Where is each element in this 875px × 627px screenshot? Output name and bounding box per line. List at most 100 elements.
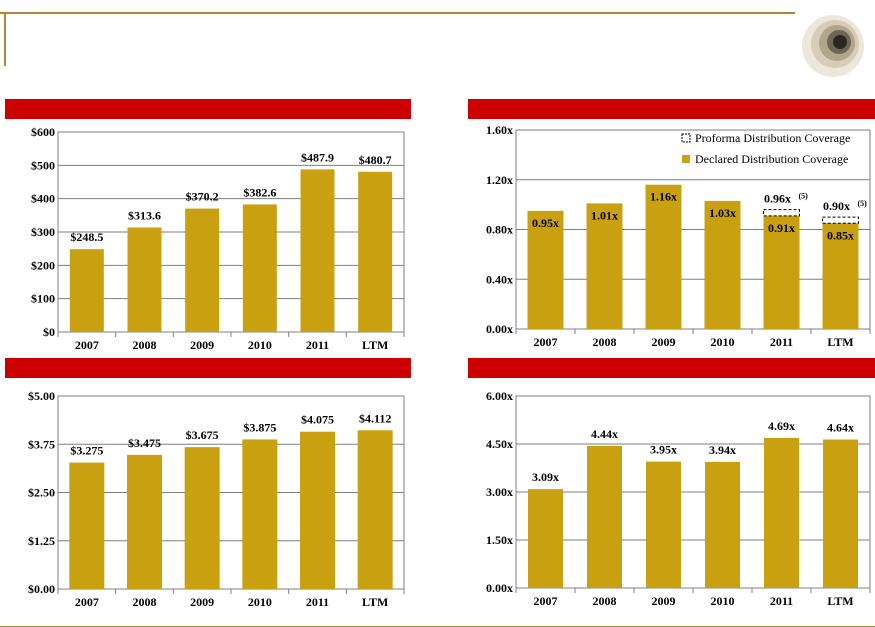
proforma-label: 0.96x (764, 192, 791, 206)
y-tick-label: $300 (31, 225, 55, 239)
banner-top-right (468, 99, 875, 119)
x-tick-label: 2008 (593, 335, 617, 349)
y-tick-label: $100 (31, 292, 55, 306)
x-tick-label: LTM (362, 338, 388, 352)
legend-label: Declared Distribution Coverage (695, 152, 848, 166)
data-label: 3.94x (709, 443, 736, 457)
proforma-label: 0.90x (823, 199, 850, 213)
banner-top-left (5, 99, 411, 119)
x-tick-label: 2008 (133, 338, 157, 352)
y-tick-label: $200 (31, 258, 55, 272)
legend-label: Proforma Distribution Coverage (695, 131, 850, 145)
x-tick-label: 2009 (652, 594, 676, 608)
bar (763, 215, 800, 329)
data-label: $480.7 (359, 153, 392, 167)
bar (528, 489, 563, 588)
x-tick-label: LTM (362, 595, 388, 609)
y-tick-label: 0.80x (486, 223, 513, 237)
bar (69, 462, 105, 589)
chart-top-right: 0.00x 0.40x 0.80x 1.20x 1.60x 2007 0.95x 2008 1.… (486, 123, 871, 349)
bar (69, 249, 104, 332)
data-label: $487.9 (301, 150, 334, 164)
data-label: $3.875 (243, 420, 276, 434)
y-tick-label: 1.60x (486, 123, 513, 137)
x-tick-label: LTM (827, 335, 853, 349)
y-tick-label: $0 (43, 325, 55, 339)
x-tick-label: 2010 (711, 335, 735, 349)
y-tick-label: 1.50x (486, 533, 513, 547)
chart-top-left: $0 $100 $200 $300 $400 $500 $600 2007 $248.5 2008… (31, 125, 405, 352)
data-label: $3.275 (70, 444, 103, 458)
y-tick-label: $400 (31, 192, 55, 206)
proforma-bar (822, 216, 859, 224)
bar (242, 439, 278, 589)
data-label: 1.01x (591, 208, 618, 222)
bar (300, 431, 335, 589)
bar (527, 210, 564, 329)
chart-bottom-right: 0.00x 1.50x 3.00x 4.50x 6.00x 2007 3.09x 2008 4.… (486, 389, 871, 608)
header-rule-left (4, 12, 6, 66)
data-label: 0.95x (532, 216, 559, 230)
y-tick-label: $600 (31, 125, 55, 139)
y-tick-label: $2.50 (28, 486, 55, 500)
y-tick-label: $500 (31, 158, 55, 172)
x-tick-label: 2011 (770, 594, 793, 608)
bar (586, 203, 623, 329)
y-tick-label: $1.25 (28, 534, 55, 548)
y-tick-label: $3.75 (28, 437, 55, 451)
header-rule-top (0, 12, 795, 14)
bar (127, 227, 162, 332)
data-label: 4.44x (591, 427, 618, 441)
y-tick-label: 0.40x (486, 272, 513, 286)
data-label: $4.112 (359, 411, 391, 425)
chart-bottom-left: $0.00 $1.25 $2.50 $3.75 $5.00 2007 $3.275 2008 $… (28, 389, 405, 609)
x-tick-label: 2010 (248, 338, 272, 352)
data-label: $3.475 (128, 436, 161, 450)
data-label: $382.6 (243, 185, 276, 199)
bar (357, 430, 393, 589)
data-label: $4.075 (301, 413, 334, 427)
bar (300, 169, 335, 332)
legend-swatch-proforma (681, 133, 691, 143)
x-tick-label: 2009 (190, 338, 214, 352)
bar (822, 223, 859, 329)
legend-swatch-declared (682, 155, 690, 163)
data-label: 1.03x (709, 206, 736, 220)
bar (704, 200, 741, 329)
proforma-bar (763, 209, 800, 217)
data-label: $313.6 (128, 208, 161, 222)
x-tick-label: LTM (827, 594, 853, 608)
bar (358, 171, 393, 332)
y-tick-label: 4.50x (486, 437, 513, 451)
bar (645, 184, 682, 329)
bar (242, 204, 277, 332)
x-tick-label: 2007 (534, 594, 558, 608)
concentric-circles-logo (802, 15, 864, 77)
x-tick-label: 2007 (534, 335, 558, 349)
data-label: 3.09x (532, 470, 559, 484)
x-tick-label: 2010 (711, 594, 735, 608)
data-label: 4.64x (827, 421, 854, 435)
data-label: 0.91x (768, 221, 795, 235)
y-tick-label: 3.00x (486, 485, 513, 499)
banner-bottom-right (468, 358, 875, 378)
x-tick-label: 2011 (306, 338, 329, 352)
bar (646, 461, 681, 588)
bar (184, 447, 220, 589)
proforma-footnote: (5) (799, 192, 809, 201)
x-tick-label: 2011 (770, 335, 793, 349)
proforma-footnote: (5) (858, 199, 868, 208)
y-tick-label: 0.00x (486, 322, 513, 336)
y-tick-label: $0.00 (28, 582, 55, 596)
bar (823, 439, 858, 588)
banner-bottom-left (5, 358, 411, 378)
x-tick-label: 2007 (75, 595, 99, 609)
bar (587, 445, 622, 588)
data-label: $3.675 (186, 428, 219, 442)
x-tick-label: 2007 (75, 338, 99, 352)
x-tick-label: 2008 (133, 595, 157, 609)
x-tick-label: 2008 (593, 594, 617, 608)
data-label: 3.95x (650, 443, 677, 457)
x-tick-label: 2011 (306, 595, 329, 609)
y-tick-label: 1.20x (486, 173, 513, 187)
